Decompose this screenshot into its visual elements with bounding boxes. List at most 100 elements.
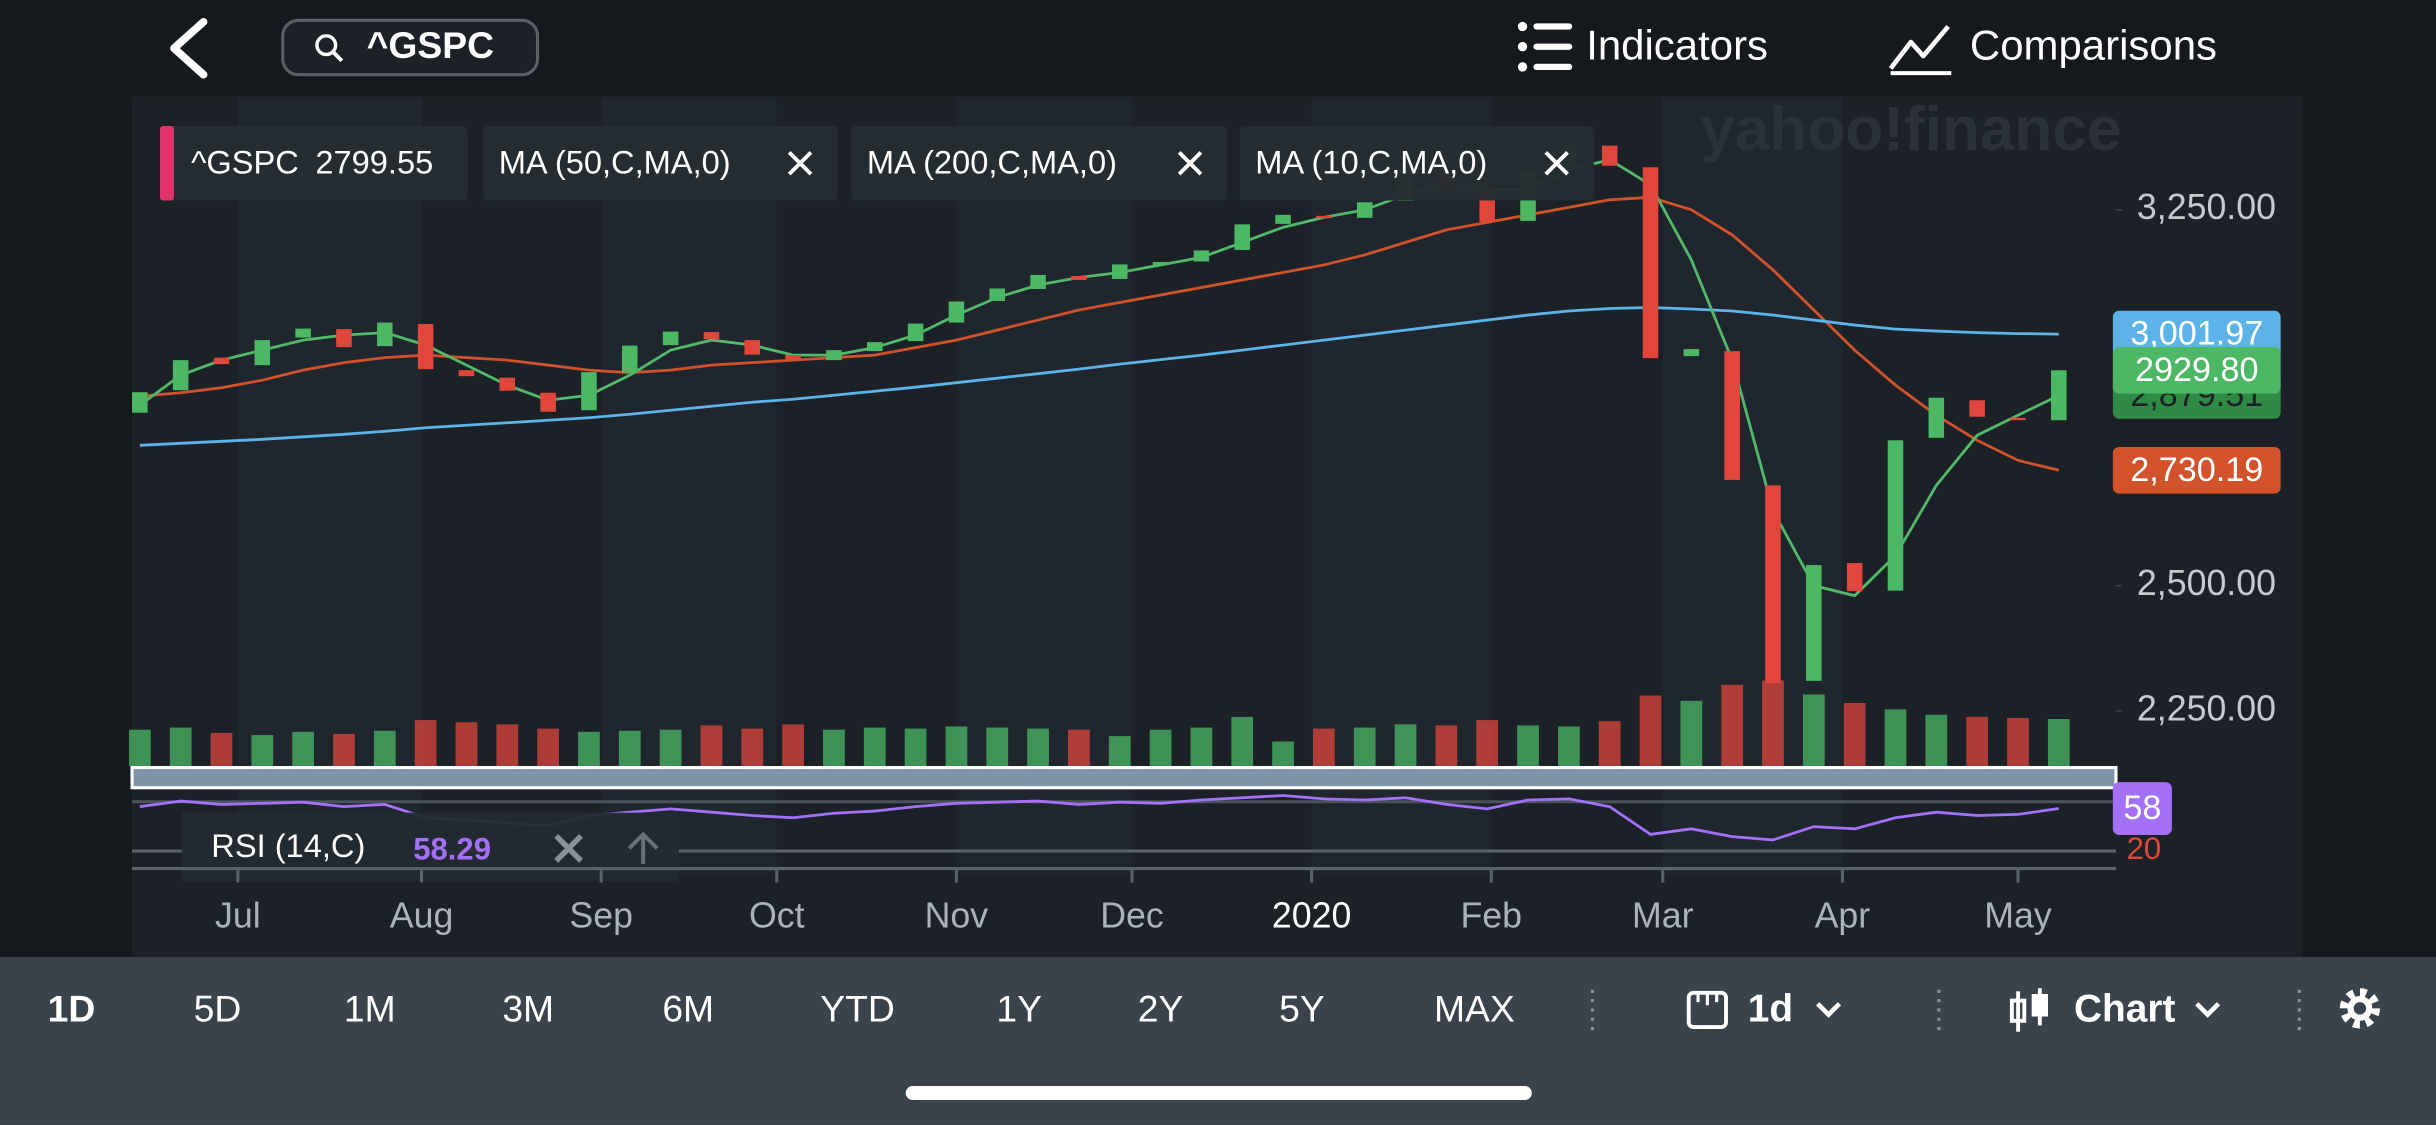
price-legend-value: 2799.55 (315, 143, 433, 180)
value-label-box (2112, 346, 2281, 394)
candle (703, 332, 720, 340)
candle (499, 377, 516, 391)
volume-bar (618, 730, 641, 767)
candle (744, 340, 761, 355)
volume-bar (2007, 717, 2029, 767)
x-tick-label: Feb (1460, 896, 1522, 936)
volume-bar (537, 728, 559, 767)
range-button[interactable]: 6M (662, 987, 714, 1029)
candle (1683, 349, 1700, 357)
ma-remove-button[interactable] (1177, 150, 1203, 176)
candle (622, 345, 638, 373)
pane-divider[interactable] (130, 766, 2118, 790)
candle (417, 324, 434, 370)
volume-bar (986, 727, 1009, 767)
home-indicator (905, 1086, 1532, 1101)
volume-bar (1353, 727, 1376, 767)
volume-bar (1435, 725, 1458, 767)
volume-bar (292, 731, 315, 767)
chart-type-button[interactable]: Chart (2074, 988, 2175, 1031)
volume-bar (1557, 726, 1580, 767)
volume-bar (1068, 729, 1090, 767)
rsi-remove-button[interactable] (554, 834, 583, 863)
candle (172, 360, 189, 391)
range-button[interactable]: 3M (502, 987, 554, 1029)
volume-bar (782, 724, 804, 767)
candle (907, 323, 924, 342)
ma-legend (851, 125, 1228, 201)
candle (826, 350, 842, 361)
x-tick-label: 2020 (1272, 896, 1351, 936)
volume-bar (578, 731, 600, 767)
volume-bar (1149, 729, 1172, 767)
volume-bar (1762, 680, 1784, 767)
range-button[interactable]: MAX (1434, 987, 1515, 1029)
price-legend (160, 125, 468, 201)
volume-bar (1231, 716, 1254, 767)
search-icon (315, 34, 338, 57)
candle (948, 301, 965, 323)
range-button[interactable]: 5Y (1279, 987, 1325, 1029)
range-button[interactable]: 5D (194, 987, 242, 1029)
interval-button[interactable]: 1d (1748, 988, 1793, 1031)
comparisons-icon (1888, 25, 1950, 70)
range-button[interactable]: 1M (344, 987, 396, 1029)
range-button[interactable]: 1D (48, 987, 96, 1029)
candle (1111, 264, 1128, 279)
volume-bar (169, 727, 192, 767)
candle (1601, 145, 1618, 166)
ma-legend-name: MA (50,C,MA,0) (499, 143, 731, 180)
volume-bar (1680, 700, 1703, 767)
volume-bar (1598, 721, 1621, 767)
candle (1806, 565, 1822, 681)
value-label-box (2112, 446, 2281, 494)
volume-bar (414, 720, 437, 767)
rsi-tick-label: 20 (2127, 831, 2162, 866)
volume-bar (700, 725, 723, 767)
y-tick-label: 3,250.00 (2137, 187, 2276, 227)
x-tick-label: Jul (215, 896, 261, 936)
volume-bar (128, 729, 151, 767)
back-button[interactable] (170, 17, 208, 79)
search-text: ^GSPC (367, 24, 494, 66)
candle (540, 392, 556, 412)
settings-button[interactable] (2339, 988, 2381, 1029)
indicators-button[interactable]: Indicators (1586, 21, 1768, 68)
value-label: 2,730.19 (2130, 451, 2263, 489)
x-tick-label: Aug (390, 896, 454, 936)
candle (377, 322, 393, 347)
interval-icon (1696, 992, 1719, 1006)
rsi-legend-name: RSI (14,C) (211, 827, 365, 864)
candle (1765, 485, 1781, 684)
volume-bar (373, 730, 396, 767)
candle (1928, 397, 1945, 438)
candle (1316, 215, 1332, 219)
range-button[interactable]: 2Y (1138, 987, 1184, 1029)
candle (989, 288, 1006, 302)
ma-legend (483, 125, 838, 201)
candle (1030, 274, 1046, 289)
volume-bar (741, 728, 764, 767)
separator (1590, 989, 2301, 1032)
volume-bar (496, 724, 519, 767)
indicators-icon (1517, 21, 1573, 72)
ma-remove-button[interactable] (1544, 150, 1569, 176)
candle (295, 328, 311, 338)
chart-type-icon (2009, 988, 2048, 1032)
volume-bar (1639, 695, 1662, 767)
range-button[interactable]: 1Y (996, 987, 1042, 1029)
rsi-move-button[interactable] (627, 831, 659, 864)
rsi-value-box (2112, 782, 2172, 835)
volume-bar (1272, 741, 1294, 767)
range-button[interactable]: YTD (820, 987, 895, 1029)
search-icon (331, 50, 344, 63)
x-tick-label: Oct (749, 896, 805, 936)
ma-remove-button[interactable] (787, 150, 813, 176)
candle (866, 342, 883, 352)
price-legend-swatch (160, 125, 174, 201)
volume-bar (945, 726, 968, 767)
candle (213, 357, 230, 365)
candle (1275, 214, 1291, 224)
comparisons-button[interactable]: Comparisons (1970, 21, 2217, 68)
search-box[interactable] (281, 18, 540, 77)
